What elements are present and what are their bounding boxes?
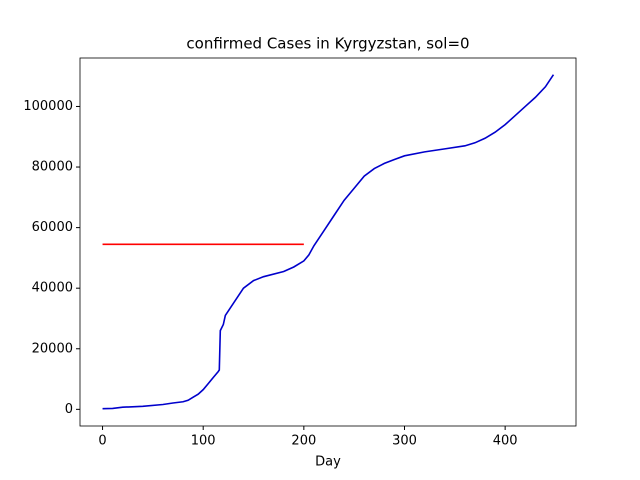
- y-tick-label: 100000: [23, 99, 73, 114]
- data-line: [102, 74, 555, 410]
- y-tick-label: 0: [65, 402, 73, 417]
- x-tick-label: 0: [98, 434, 106, 449]
- y-tick-label: 40000: [32, 281, 73, 296]
- x-tick-label: 400: [493, 434, 518, 449]
- y-tick-label: 80000: [32, 160, 73, 175]
- x-tick-label: 300: [392, 434, 417, 449]
- plot-frame: [79, 57, 577, 427]
- y-tick-label: 20000: [32, 341, 73, 356]
- x-axis-label: Day: [315, 455, 341, 470]
- x-tick-label: 200: [291, 434, 316, 449]
- x-tick-label: 100: [191, 434, 216, 449]
- y-tick-label: 60000: [32, 220, 73, 235]
- chart-title: confirmed Cases in Kyrgyzstan, sol=0: [186, 35, 469, 53]
